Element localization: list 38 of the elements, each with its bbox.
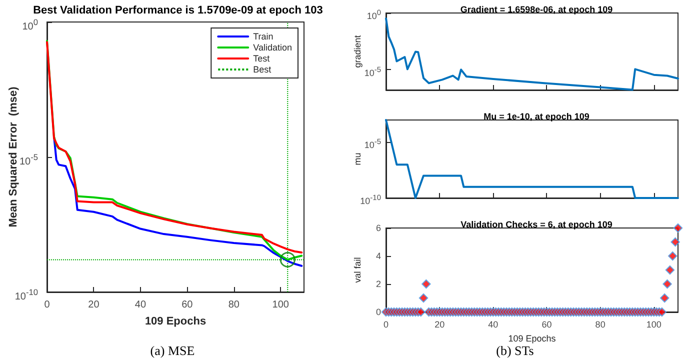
ref-line-label: Best bbox=[253, 64, 272, 74]
y-tick-label: 10$^{-10}$ bbox=[360, 192, 381, 207]
x-tick-label: 0 bbox=[383, 320, 389, 330]
x-tick-label: 80 bbox=[595, 320, 606, 330]
y-axis-title: gradient bbox=[352, 34, 362, 68]
text: (b) STs bbox=[496, 343, 534, 358]
y-axis-title: Mean Squared Error (mse) bbox=[8, 86, 20, 228]
legend-label: Validation bbox=[253, 42, 292, 52]
legend-label: Train bbox=[253, 32, 274, 42]
x-tick-label: 60 bbox=[182, 300, 194, 310]
y-tick-label: 2 bbox=[376, 278, 381, 290]
chart-title: Best Validation Performance is 1.5709e-09 at epoch 103 bbox=[33, 4, 323, 16]
y-axis-title: val fail bbox=[352, 257, 362, 283]
x-tick-label: 80 bbox=[228, 300, 240, 310]
x-tick-label: 60 bbox=[542, 320, 552, 330]
y-axis-title: mu bbox=[352, 152, 362, 166]
x-tick-label: 40 bbox=[488, 320, 498, 330]
y-tick-label: 10$^{0}$ bbox=[22, 16, 38, 34]
y-tick-label: 10$^{-5}$ bbox=[364, 64, 381, 79]
chart-title: Validation Checks = 6, at epoch 109 bbox=[460, 220, 612, 230]
y-tick-label: 10$^{-5}$ bbox=[364, 136, 381, 152]
x-tick-label: 0 bbox=[44, 300, 50, 310]
x-tick-label: 40 bbox=[134, 300, 146, 310]
x-tick-label: 100 bbox=[646, 320, 662, 330]
y-tick-label: 6 bbox=[376, 222, 381, 234]
y-tick-label: 10$^{-5}$ bbox=[19, 151, 38, 168]
legend-label: Test bbox=[253, 54, 270, 64]
text: (a) MSE bbox=[150, 343, 195, 358]
y-tick-label: 10$^{-10}$ bbox=[14, 286, 38, 304]
y-tick-label: 10$^{0}$ bbox=[366, 7, 381, 22]
x-axis-title: 109 Epochs bbox=[144, 316, 206, 328]
chart-title: Mu = 1e-10, at epoch 109 bbox=[484, 112, 590, 122]
x-tick-label: 20 bbox=[434, 320, 445, 330]
x-tick-label: 100 bbox=[272, 300, 290, 310]
x-axis-title: 109 Epochs bbox=[508, 333, 556, 344]
x-tick-label: 20 bbox=[88, 300, 100, 310]
y-tick-label: 4 bbox=[376, 250, 381, 262]
chart-title: Gradient = 1.6598e-06, at epoch 109 bbox=[460, 4, 613, 14]
